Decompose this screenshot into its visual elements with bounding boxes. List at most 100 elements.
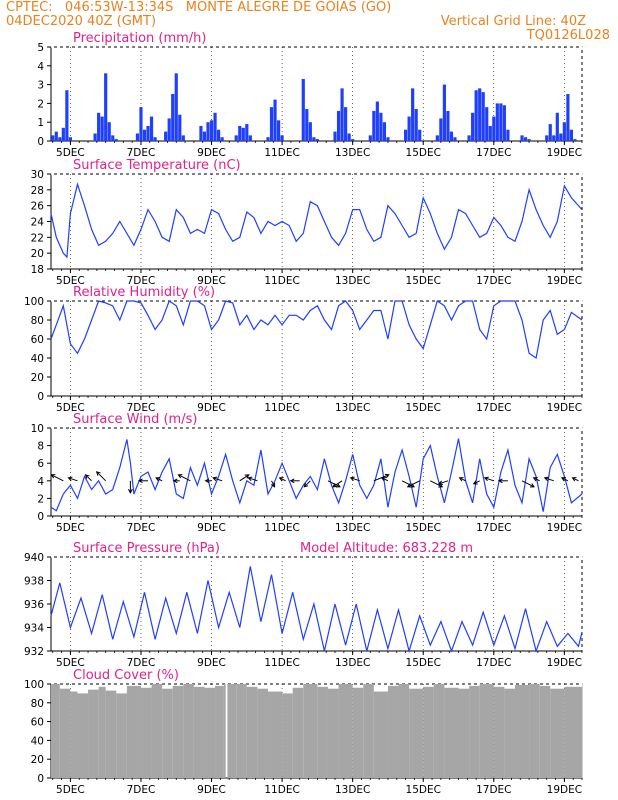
- precip-bar: [351, 139, 355, 141]
- x-tick-label: 9DEC: [197, 147, 226, 159]
- x-tick-label: 19DEC: [547, 147, 582, 159]
- precip-bar: [202, 131, 207, 141]
- y-tick-label: 6: [37, 458, 44, 470]
- precip-bar: [492, 116, 496, 141]
- y-tick-label: 20: [31, 248, 44, 260]
- wind-vector-head: [67, 476, 73, 482]
- x-tick-label: 15DEC: [406, 147, 441, 159]
- x-tick-label: 11DEC: [264, 147, 299, 159]
- precip-bar: [453, 137, 457, 141]
- y-tick-label: 30: [31, 169, 44, 181]
- precip-bar: [407, 116, 411, 141]
- y-tick-label: 0: [37, 136, 44, 148]
- x-tick-label: 5DEC: [56, 147, 85, 159]
- precip-bar: [273, 99, 277, 141]
- y-tick-label: 0: [37, 391, 44, 403]
- precip-bar: [142, 129, 147, 141]
- precip-bar: [58, 137, 62, 141]
- wind-vector-head: [332, 483, 338, 488]
- x-tick-label: 7DEC: [127, 147, 156, 159]
- cloud-bar: [172, 685, 184, 778]
- cloud-bar: [303, 684, 318, 778]
- y-tick-label: 0: [37, 511, 44, 523]
- cloud-bar: [162, 688, 173, 778]
- cloud-bar: [51, 684, 60, 778]
- precip-bar: [111, 135, 115, 141]
- x-tick-label: 15DEC: [406, 784, 441, 796]
- y-tick-label: 80: [31, 315, 44, 327]
- wind-vector: [332, 480, 343, 488]
- x-tick-label: 19DEC: [547, 522, 582, 534]
- precip-bar: [61, 127, 65, 141]
- precip-bar: [280, 135, 284, 141]
- cloud-bar: [116, 693, 127, 778]
- precip-bar: [552, 135, 556, 141]
- wind-vector: [430, 480, 443, 488]
- cloud-bar: [126, 685, 141, 778]
- y-tick-label: 20: [31, 372, 44, 384]
- y-tick-label: 28: [31, 185, 44, 197]
- x-tick-label: 9DEC: [197, 657, 226, 669]
- y-tick-label: 3: [37, 80, 44, 92]
- panel-title: Precipitation (mm/h): [73, 31, 206, 46]
- y-tick-label: 100: [24, 296, 44, 308]
- precip-bar: [481, 92, 485, 141]
- header-model-id: TQ0126L028: [526, 28, 610, 43]
- wind-vector: [407, 480, 420, 488]
- precip-bar: [206, 122, 210, 141]
- precip-bar: [499, 103, 503, 141]
- x-tick-label: 7DEC: [127, 402, 156, 414]
- wind-vector: [350, 477, 360, 482]
- panel-title: Surface Temperature (nC): [73, 158, 241, 173]
- x-tick-label: 17DEC: [476, 522, 511, 534]
- wind-vector-head: [384, 473, 390, 479]
- precip-bar: [164, 131, 168, 141]
- precip-bar: [181, 135, 185, 141]
- cloud-bar: [59, 688, 71, 778]
- x-tick-label: 7DEC: [127, 522, 156, 534]
- cloud-bar: [215, 685, 224, 778]
- wind-vector: [381, 477, 389, 482]
- y-tick-label: 24: [31, 217, 45, 229]
- precip-bar: [435, 135, 439, 141]
- x-tick-label: 15DEC: [406, 522, 441, 534]
- wind-vector: [248, 477, 258, 482]
- precip-bar: [178, 114, 182, 141]
- wind-vector: [68, 477, 78, 482]
- cloud-bar: [469, 685, 480, 778]
- y-tick-label: 8: [37, 441, 44, 453]
- cloud-cover-panel: 0 20 40 60 80 100 5DEC 7DEC 9DEC 11DEC 13DEC 15DEC 1…: [24, 668, 583, 796]
- pres-series-line: [50, 566, 583, 654]
- wind-vector-head: [289, 478, 295, 484]
- precip-bar: [520, 135, 524, 141]
- temperature-panel: 18 20 22 24 26 28 30 5DEC 7DEC 9DEC 11DEC 13DEC 15DE…: [31, 158, 583, 287]
- wind-vector-head: [497, 478, 503, 484]
- precip-bar: [379, 112, 383, 141]
- precip-bar: [146, 125, 150, 141]
- x-tick-label: 13DEC: [335, 147, 370, 159]
- panel-annotation: Model Altitude: 683.228 m: [300, 541, 473, 556]
- wind-vector: [572, 477, 579, 482]
- x-tick-label: 13DEC: [335, 784, 370, 796]
- precip-bar: [238, 125, 242, 141]
- x-tick-label: 7DEC: [127, 657, 156, 669]
- wind-vector-head: [95, 471, 101, 476]
- precip-bar: [467, 135, 471, 141]
- precip-bar: [135, 133, 140, 141]
- wind-vector: [51, 474, 64, 482]
- wind-vector-head: [50, 474, 56, 479]
- cloud-bar: [444, 687, 459, 778]
- x-tick-label: 17DEC: [476, 402, 511, 414]
- wind-vector-head: [458, 477, 464, 482]
- cloud-bar: [514, 684, 530, 778]
- x-tick-label: 19DEC: [547, 275, 582, 287]
- precip-bar: [51, 135, 55, 141]
- x-tick-label: 5DEC: [56, 522, 85, 534]
- precip-bar: [213, 112, 217, 141]
- precip-bar: [305, 109, 309, 141]
- cloud-bar: [550, 688, 565, 778]
- precip-bar: [386, 137, 390, 141]
- precip-bar: [502, 105, 506, 141]
- wind-series-line: [50, 438, 583, 512]
